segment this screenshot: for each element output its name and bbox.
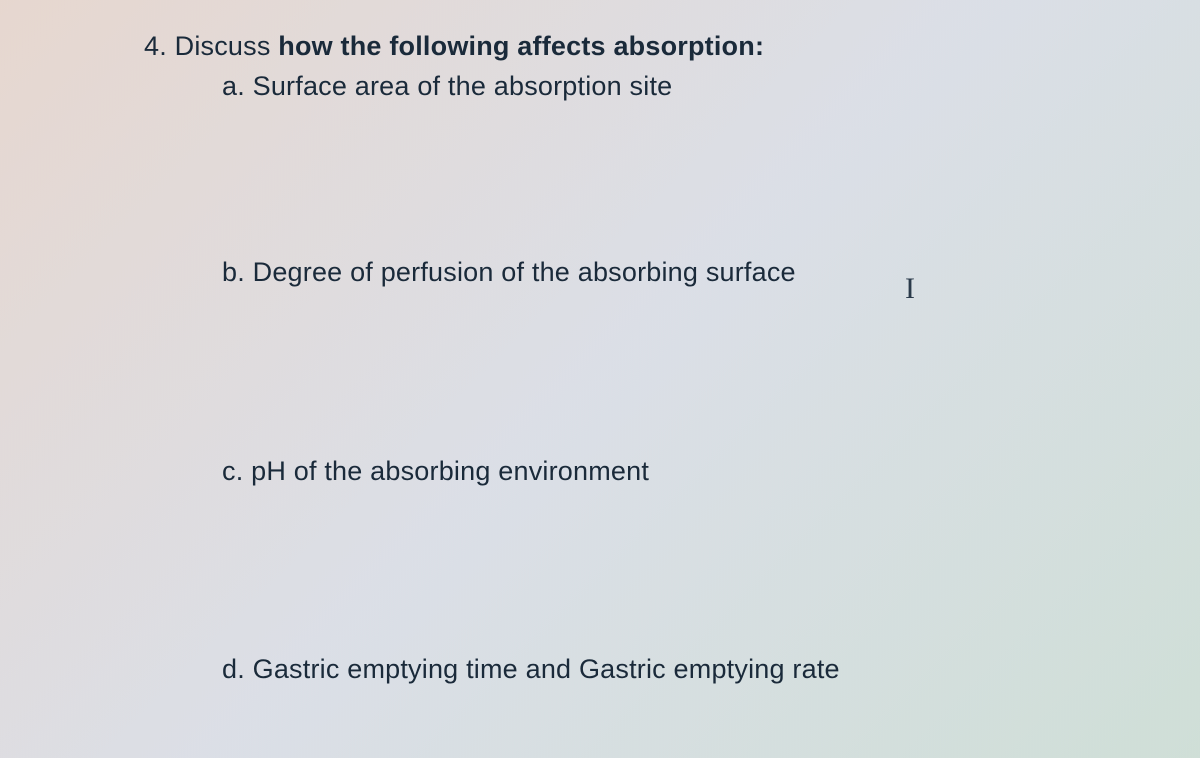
item-label: d.	[222, 654, 245, 684]
item-text: pH of the absorbing environment	[251, 456, 649, 486]
text-cursor-icon: I	[905, 272, 915, 306]
question-heading: 4. Discuss how the following affects abs…	[0, 28, 1200, 66]
item-label: c.	[222, 456, 243, 486]
item-text: Gastric emptying time and Gastric emptyi…	[253, 654, 840, 684]
item-label: a.	[222, 71, 245, 101]
list-item: c. pH of the absorbing environment	[0, 453, 1200, 491]
list-item: d. Gastric emptying time and Gastric emp…	[0, 651, 1200, 689]
question-bold-text: how the following affects absorption:	[278, 31, 764, 61]
question-number: 4.	[144, 31, 167, 61]
question-prefix: Discuss	[175, 31, 271, 61]
document-body: 4. Discuss how the following affects abs…	[0, 0, 1200, 689]
list-item: b. Degree of perfusion of the absorbing …	[0, 254, 1200, 292]
list-item: a. Surface area of the absorption site	[0, 68, 1200, 106]
item-text: Surface area of the absorption site	[253, 71, 673, 101]
item-text: Degree of perfusion of the absorbing sur…	[253, 257, 796, 287]
item-label: b.	[222, 257, 245, 287]
